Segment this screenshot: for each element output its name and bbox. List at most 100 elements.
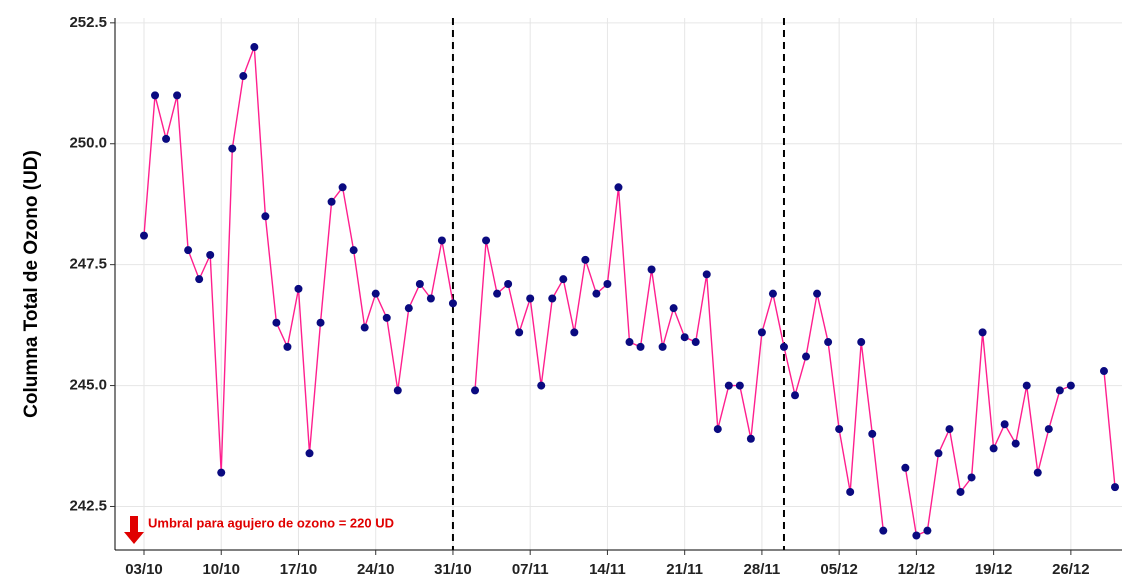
point [426, 294, 435, 303]
point [228, 144, 237, 153]
point [746, 434, 755, 443]
point [735, 381, 744, 390]
point [669, 304, 678, 313]
x-tick-label: 28/11 [744, 561, 781, 578]
annotation: Umbral para agujero de ozono = 220 UD [124, 515, 394, 544]
point [294, 284, 303, 293]
point [835, 425, 844, 434]
y-tick-label: 250.0 [69, 135, 107, 152]
point [846, 487, 855, 496]
point [978, 328, 987, 337]
x-tick-label: 07/11 [512, 561, 549, 578]
y-axis-label: Columna Total de Ozono (UD) [21, 150, 42, 418]
point [272, 318, 281, 327]
point [184, 246, 193, 255]
point [471, 386, 480, 395]
point [316, 318, 325, 327]
x-tick-label: 14/11 [589, 561, 626, 578]
point [195, 275, 204, 284]
point [658, 342, 667, 351]
x-tick-label: 19/12 [975, 561, 1013, 578]
point [162, 134, 171, 143]
point [393, 386, 402, 395]
point [206, 250, 215, 259]
x-tick-label: 21/11 [666, 561, 703, 578]
point [526, 294, 535, 303]
point [680, 333, 689, 342]
point [493, 289, 502, 298]
arrow-icon [124, 516, 144, 544]
point [967, 473, 976, 482]
point [702, 270, 711, 279]
point [636, 342, 645, 351]
point [173, 91, 182, 100]
grid [115, 18, 1122, 550]
point [813, 289, 822, 298]
point [570, 328, 579, 337]
point [371, 289, 380, 298]
point [956, 487, 965, 496]
point [1099, 367, 1108, 376]
point [250, 43, 259, 52]
point [482, 236, 491, 245]
line [474, 187, 884, 531]
point [1044, 425, 1053, 434]
point [360, 323, 369, 332]
point [338, 183, 347, 192]
point [1011, 439, 1020, 448]
point [802, 352, 811, 361]
point [779, 342, 788, 351]
x-tick-label: 10/10 [202, 561, 240, 578]
point [1000, 420, 1009, 429]
point [581, 255, 590, 264]
point [824, 338, 833, 347]
point [548, 294, 557, 303]
y-tick-label: 247.5 [69, 256, 107, 273]
point [382, 313, 391, 322]
point [437, 236, 446, 245]
point [217, 468, 226, 477]
point [768, 289, 777, 298]
point [283, 342, 292, 351]
point [1111, 483, 1119, 492]
point [1022, 381, 1031, 390]
point [1033, 468, 1042, 477]
point [1066, 381, 1075, 390]
point [1055, 386, 1064, 395]
point [868, 429, 877, 438]
point [945, 425, 954, 434]
plot [140, 43, 1119, 540]
point [625, 338, 634, 347]
point [857, 338, 866, 347]
point [261, 212, 270, 221]
y-tick-label: 242.5 [69, 497, 107, 514]
x-tick-label: 03/10 [125, 561, 163, 578]
point [415, 280, 424, 288]
x-tick-label: 24/10 [357, 561, 395, 578]
point [151, 91, 160, 100]
point [504, 280, 513, 288]
point [724, 381, 733, 390]
point [537, 381, 546, 390]
point [327, 197, 336, 206]
line [1103, 371, 1116, 488]
point [713, 425, 722, 434]
point [923, 526, 932, 535]
point [559, 275, 568, 284]
reference-lines [451, 18, 785, 550]
point [647, 265, 656, 274]
point [448, 299, 457, 308]
point [989, 444, 998, 453]
x-tick-label: 17/10 [280, 561, 318, 578]
point [239, 72, 248, 81]
x-tick-label: 12/12 [898, 561, 936, 578]
point [515, 328, 524, 337]
point [901, 463, 910, 472]
point [603, 280, 612, 288]
point [349, 246, 358, 255]
point [140, 231, 148, 240]
point [404, 304, 413, 313]
point [791, 391, 800, 400]
point [305, 449, 314, 458]
